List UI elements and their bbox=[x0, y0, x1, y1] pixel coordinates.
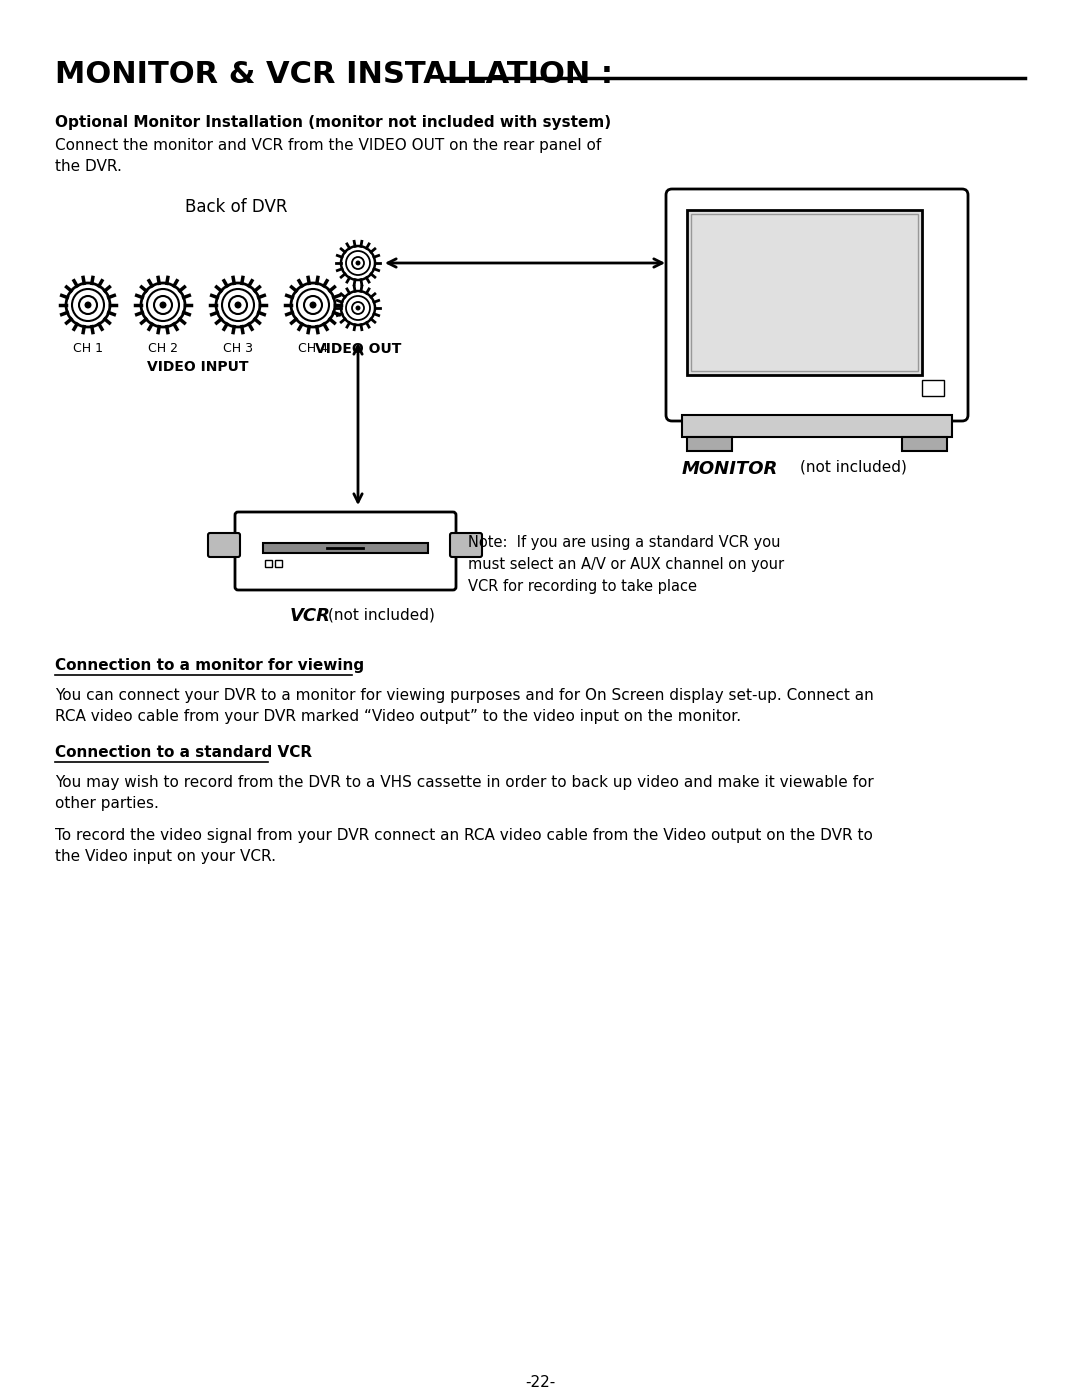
Text: Connection to a monitor for viewing: Connection to a monitor for viewing bbox=[55, 658, 364, 673]
Text: Optional Monitor Installation (monitor not included with system): Optional Monitor Installation (monitor n… bbox=[55, 115, 611, 130]
Circle shape bbox=[352, 302, 364, 314]
FancyBboxPatch shape bbox=[666, 189, 968, 420]
Bar bbox=[691, 214, 918, 372]
FancyBboxPatch shape bbox=[450, 534, 482, 557]
Text: (not included): (not included) bbox=[800, 460, 907, 475]
Text: VCR: VCR bbox=[291, 608, 330, 624]
Text: CH 1: CH 1 bbox=[73, 342, 103, 355]
Text: Connection to a standard VCR: Connection to a standard VCR bbox=[55, 745, 312, 760]
Bar bbox=[687, 210, 922, 374]
Text: CH 4: CH 4 bbox=[298, 342, 328, 355]
Text: You can connect your DVR to a monitor for viewing purposes and for On Screen dis: You can connect your DVR to a monitor fo… bbox=[55, 687, 874, 724]
Bar bbox=[922, 380, 944, 395]
Circle shape bbox=[310, 302, 316, 309]
Bar bbox=[275, 560, 282, 567]
FancyBboxPatch shape bbox=[235, 511, 456, 590]
Circle shape bbox=[341, 291, 375, 326]
Circle shape bbox=[160, 302, 166, 309]
Text: CH 2: CH 2 bbox=[148, 342, 178, 355]
Text: You may wish to record from the DVR to a VHS cassette in order to back up video : You may wish to record from the DVR to a… bbox=[55, 775, 874, 812]
Circle shape bbox=[141, 284, 185, 327]
Circle shape bbox=[229, 296, 247, 314]
Bar bbox=[902, 437, 947, 451]
Circle shape bbox=[154, 296, 172, 314]
FancyBboxPatch shape bbox=[208, 534, 240, 557]
Bar bbox=[687, 437, 732, 451]
Text: Note:  If you are using a standard VCR you
must select an A/V or AUX channel on : Note: If you are using a standard VCR yo… bbox=[468, 535, 784, 594]
Circle shape bbox=[303, 296, 322, 314]
Circle shape bbox=[291, 284, 335, 327]
Text: To record the video signal from your DVR connect an RCA video cable from the Vid: To record the video signal from your DVR… bbox=[55, 828, 873, 863]
Text: VIDEO INPUT: VIDEO INPUT bbox=[147, 360, 248, 374]
Bar bbox=[681, 415, 951, 437]
Circle shape bbox=[84, 302, 92, 309]
Bar bbox=[265, 560, 272, 567]
Circle shape bbox=[341, 246, 375, 279]
Circle shape bbox=[355, 260, 361, 265]
Text: -22-: -22- bbox=[525, 1375, 555, 1390]
Circle shape bbox=[352, 257, 364, 270]
Text: Back of DVR: Back of DVR bbox=[185, 198, 287, 217]
Circle shape bbox=[216, 284, 260, 327]
Bar bbox=[264, 543, 428, 553]
Text: VIDEO OUT: VIDEO OUT bbox=[314, 342, 401, 356]
Circle shape bbox=[79, 296, 97, 314]
Text: CH 3: CH 3 bbox=[222, 342, 253, 355]
Text: MONITOR & VCR INSTALLATION :: MONITOR & VCR INSTALLATION : bbox=[55, 60, 613, 89]
Text: (not included): (not included) bbox=[328, 608, 435, 622]
Circle shape bbox=[66, 284, 110, 327]
Text: Connect the monitor and VCR from the VIDEO OUT on the rear panel of
the DVR.: Connect the monitor and VCR from the VID… bbox=[55, 138, 602, 175]
Circle shape bbox=[234, 302, 242, 309]
Text: MONITOR: MONITOR bbox=[681, 460, 779, 478]
Circle shape bbox=[355, 306, 361, 310]
